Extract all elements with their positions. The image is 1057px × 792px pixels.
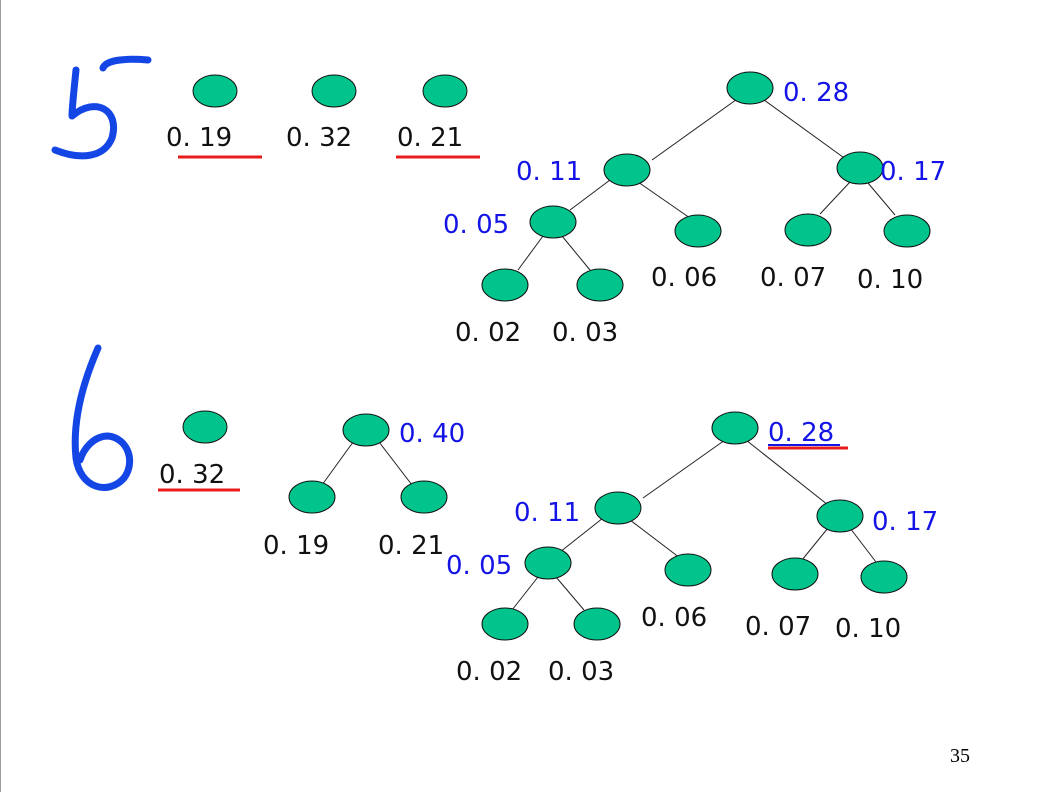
tree-edge: [819, 181, 851, 215]
tree-edge: [517, 235, 544, 271]
tree-root-weight: 0. 28: [783, 78, 849, 108]
tree-leaf-weight: 0. 10: [857, 265, 923, 295]
tree-node: [594, 491, 642, 525]
tree-edge: [849, 527, 877, 563]
tree-node: [400, 480, 448, 514]
tree-node: [726, 71, 774, 105]
tree-edge: [759, 96, 848, 161]
single-node-label: 0. 21: [397, 123, 463, 153]
tree-node: [576, 268, 624, 302]
tree-edge: [745, 439, 829, 506]
tree-leaf-weight: 0. 02: [456, 657, 522, 687]
tree-edge: [801, 527, 829, 561]
tree-edge: [375, 437, 413, 486]
tree-internal-weight: 0. 11: [514, 498, 580, 528]
tree-edge: [561, 235, 591, 271]
tree-node: [481, 607, 529, 641]
tree-leaf-weight: 0. 07: [745, 612, 811, 642]
tree-node: [816, 499, 864, 533]
tree-node: [883, 214, 931, 248]
step-5: 5 0. 19 0. 32 0. 21: [51, 55, 946, 348]
tree-node: [573, 607, 621, 641]
tree-edge: [637, 181, 691, 219]
tree-node: [784, 213, 832, 247]
tree-node: [481, 268, 529, 302]
tree-node: [524, 546, 572, 580]
tree-node: [603, 153, 651, 187]
tree-node: [836, 151, 884, 185]
tree-edge: [511, 576, 539, 611]
handwritten-step-6-label: 6: [100, 449, 101, 451]
single-node: [311, 74, 357, 108]
handwritten-step-5-label: 5: [95, 119, 96, 121]
tree-edge: [555, 576, 585, 611]
tree-node: [771, 557, 819, 591]
tree-leaf-weight: 0. 03: [552, 318, 618, 348]
single-node-label: 0. 32: [159, 460, 225, 490]
tree-leaf-weight: 0. 10: [835, 614, 901, 644]
tree-root-weight: 0. 40: [399, 419, 465, 449]
tree-internal-weight: 0. 17: [872, 507, 938, 537]
tree-leaf-weight: 0. 06: [651, 263, 717, 293]
single-node: [182, 410, 228, 444]
tree-leaf-weight: 0. 02: [455, 318, 521, 348]
tree-leaf-weight: 0. 06: [641, 603, 707, 633]
tree-edge: [642, 439, 726, 499]
tree-node: [342, 413, 390, 447]
tree-internal-weight: 0. 05: [446, 551, 512, 581]
single-node: [422, 74, 468, 108]
tree-leaf-weight: 0. 07: [760, 263, 826, 293]
tree-node: [529, 205, 577, 239]
tree-node: [664, 553, 712, 587]
tree-root-weight: 0. 28: [768, 418, 834, 448]
step-6: 6 0. 32 0. 40 0. 19 0. 21: [71, 344, 938, 687]
tree-internal-weight: 0. 05: [443, 210, 509, 240]
handwritten-step-6: [71, 344, 134, 491]
single-node-label: 0. 19: [166, 123, 232, 153]
tree-edge: [321, 437, 357, 486]
tree-edge: [559, 517, 604, 553]
single-node: [192, 74, 238, 108]
single-node-label: 0. 32: [286, 123, 352, 153]
tree-edge: [569, 179, 611, 211]
tree-leaf-weight: 0. 19: [263, 531, 329, 561]
tree-leaf-weight: 0. 21: [378, 531, 444, 561]
tree-node: [288, 480, 336, 514]
tree-node: [711, 411, 759, 445]
tree-node: [860, 560, 908, 594]
tree-edge: [867, 182, 896, 216]
tree-edge: [651, 96, 741, 161]
tree-node: [674, 214, 722, 248]
tree-internal-weight: 0. 17: [880, 157, 946, 187]
tree-edge: [629, 519, 681, 559]
page-number: 35: [950, 745, 970, 767]
tree-leaf-weight: 0. 03: [548, 657, 614, 687]
slide-left-border: [0, 0, 1, 792]
handwritten-step-5: [51, 55, 152, 160]
tree-internal-weight: 0. 11: [516, 157, 582, 187]
